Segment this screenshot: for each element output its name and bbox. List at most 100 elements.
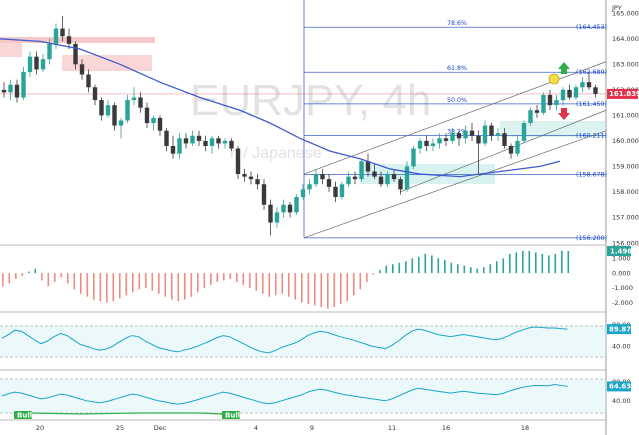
macd-bar: [164, 273, 167, 297]
candle-body: [255, 179, 260, 185]
macd-bar: [320, 273, 323, 308]
candle-body: [60, 28, 65, 37]
macd-bar: [398, 262, 401, 274]
macd-bar: [8, 273, 11, 284]
candle-body: [196, 135, 202, 141]
candle-body: [476, 135, 481, 144]
candle-body: [346, 176, 351, 185]
macd-bar: [242, 273, 245, 285]
candle-body: [534, 110, 540, 113]
candle-body: [495, 133, 501, 136]
macd-bar: [15, 273, 17, 279]
candle-body: [437, 138, 442, 144]
candle-body: [190, 135, 195, 144]
price-tick-label: 161.000: [612, 112, 639, 120]
candle-body: [47, 43, 52, 60]
candle-body: [489, 125, 494, 136]
macd-bar: [67, 273, 69, 284]
macd-histogram: [2, 250, 570, 309]
candle-body: [8, 84, 13, 93]
channel-mid-line: [399, 109, 607, 193]
candle-body: [157, 117, 163, 131]
macd-bar: [119, 273, 121, 299]
candle-body: [365, 161, 371, 172]
macd-bar: [353, 273, 355, 296]
macd-bar: [275, 273, 277, 296]
macd-bar: [535, 252, 537, 274]
macd-bar: [437, 258, 440, 274]
macd-bar: [73, 273, 76, 290]
candle-body: [404, 166, 410, 190]
macd-bar: [190, 273, 193, 297]
macd-bar: [80, 273, 82, 294]
candle-body: [359, 161, 364, 180]
macd-bar: [489, 264, 492, 274]
candle-body: [105, 105, 111, 116]
candle-body: [118, 120, 124, 126]
macd-bar: [340, 273, 342, 305]
candle-body: [261, 184, 267, 205]
candle-body: [411, 148, 416, 167]
candle-body: [131, 97, 137, 101]
macd-bar: [177, 273, 180, 302]
up-arrow-icon: [558, 62, 570, 74]
macd-bar: [509, 253, 511, 274]
time-tick-label: 18: [521, 424, 529, 432]
time-tick-label: Dec: [154, 424, 167, 432]
macd-tick-label: -1.000: [612, 284, 633, 292]
candle-body: [92, 87, 98, 101]
candle-body: [99, 100, 104, 116]
candle-body: [203, 140, 208, 146]
price-tick-label: 160.000: [612, 137, 639, 145]
candlesticks: [1, 15, 598, 236]
price-axis[interactable]: 165.000164.000163.000162.000161.000160.0…: [607, 10, 639, 248]
candle-body: [417, 140, 423, 149]
macd-bar: [86, 273, 89, 297]
rsi-band-1: [0, 326, 606, 357]
macd-bar: [444, 259, 446, 274]
macd-bar: [41, 273, 43, 281]
fib-level-percent: 78.6%: [447, 20, 467, 27]
candle-body: [378, 176, 384, 185]
macd-bar: [184, 273, 186, 300]
time-axis[interactable]: 20 25 Dec 4 9 11 16 18: [36, 424, 529, 432]
candle-body: [463, 130, 468, 139]
macd-bar: [327, 273, 329, 309]
macd-bar: [483, 267, 485, 274]
macd-bar: [567, 250, 570, 274]
candle-body: [443, 138, 449, 141]
macd-bar: [158, 273, 160, 294]
macd-bar: [28, 271, 30, 274]
bull-label-1: [14, 411, 32, 419]
macd-bar: [2, 273, 4, 287]
bull-signal-line: [29, 412, 241, 416]
macd-bar: [34, 268, 37, 274]
macd-bar: [541, 253, 544, 274]
candle-body: [86, 74, 91, 88]
macd-bar: [431, 255, 433, 274]
macd-bar: [132, 273, 134, 293]
candle-body: [352, 176, 358, 180]
macd-tick-label: 1.000: [612, 255, 631, 263]
candle-body: [14, 84, 20, 98]
candle-body: [456, 133, 462, 139]
rsi-value-badge-text: 89.87: [609, 325, 631, 333]
candle-body: [560, 89, 566, 101]
macd-bar: [457, 264, 459, 274]
candle-body: [235, 148, 241, 175]
candle-body: [151, 117, 156, 124]
candle-body: [79, 64, 85, 75]
candle-body: [430, 143, 436, 146]
macd-bar: [106, 273, 108, 303]
macd-bar: [307, 273, 310, 305]
macd-bar: [262, 273, 264, 294]
price-tick-label: 158.000: [612, 188, 639, 196]
rsi-value-badge: [607, 324, 631, 335]
candle-body: [170, 145, 176, 154]
highlight-circle: [548, 73, 560, 85]
rsi-value-badge: [607, 381, 631, 392]
candle-body: [482, 125, 488, 144]
macd-bar: [93, 273, 95, 300]
candle-body: [385, 174, 390, 185]
